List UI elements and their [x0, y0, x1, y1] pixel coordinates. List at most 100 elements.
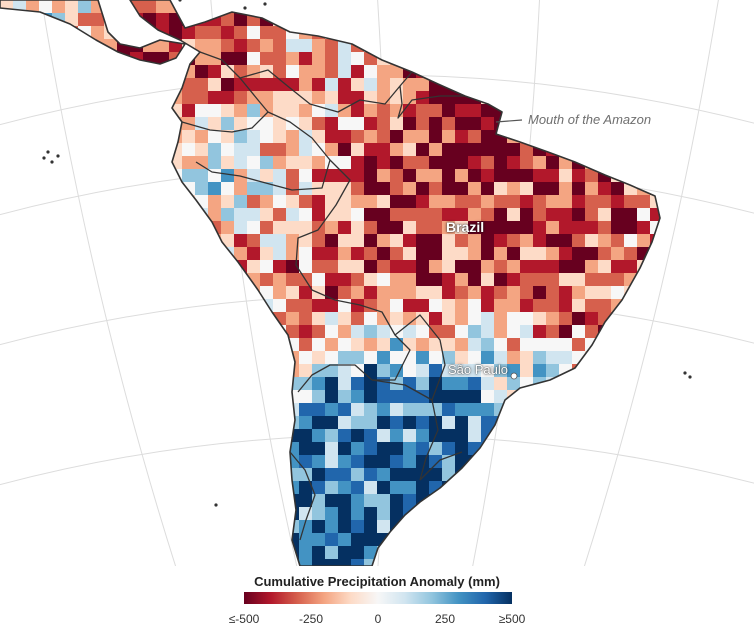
anomaly-cell — [338, 247, 352, 261]
anomaly-cell — [312, 403, 326, 417]
anomaly-cell — [442, 273, 456, 287]
anomaly-cell — [299, 455, 313, 469]
anomaly-cell — [481, 169, 495, 183]
anomaly-cell — [351, 468, 365, 482]
anomaly-cell — [390, 442, 404, 456]
anomaly-cell — [572, 234, 586, 248]
anomaly-cell — [598, 247, 612, 261]
anomaly-cell — [312, 455, 326, 469]
anomaly-cell — [91, 26, 105, 40]
anomaly-cell — [299, 78, 313, 92]
anomaly-cell — [494, 234, 508, 248]
anomaly-cell — [299, 390, 313, 404]
legend-colorbar — [244, 592, 512, 604]
anomaly-cell — [546, 351, 560, 365]
anomaly-cell — [455, 364, 469, 378]
anomaly-cell — [481, 195, 495, 209]
anomaly-cell — [468, 338, 482, 352]
anomaly-cell — [468, 156, 482, 170]
anomaly-cell — [208, 195, 222, 209]
country-border — [289, 451, 316, 541]
anomaly-cell — [416, 182, 430, 196]
anomaly-cell — [247, 104, 261, 118]
anomaly-cell — [377, 351, 391, 365]
anomaly-cell — [338, 104, 352, 118]
anomaly-cell — [481, 299, 495, 313]
anomaly-cell — [234, 39, 248, 53]
anomaly-cell — [234, 208, 248, 222]
anomaly-cell — [481, 403, 495, 417]
anomaly-cell — [468, 234, 482, 248]
anomaly-cell — [481, 325, 495, 339]
anomaly-cell — [338, 78, 352, 92]
anomaly-cell — [377, 78, 391, 92]
anomaly-cell — [403, 169, 417, 183]
anomaly-cell — [273, 195, 287, 209]
anomaly-cell — [429, 390, 443, 404]
anomaly-cell — [364, 182, 378, 196]
anomaly-cell — [364, 325, 378, 339]
anomaly-cell — [650, 221, 660, 235]
anomaly-cell — [208, 78, 222, 92]
anomaly-cell — [273, 208, 287, 222]
anomaly-cell — [234, 182, 248, 196]
anomaly-cell — [247, 247, 261, 261]
anomaly-cell — [364, 416, 378, 430]
anomaly-cell — [195, 169, 209, 183]
anomaly-cell — [611, 273, 625, 287]
anomaly-cell — [377, 273, 391, 287]
anomaly-cell — [286, 221, 300, 235]
anomaly-cell — [507, 143, 521, 157]
anomaly-cell — [351, 494, 365, 508]
anomaly-cell — [494, 299, 508, 313]
anomaly-cell — [325, 325, 339, 339]
anomaly-cell — [260, 169, 274, 183]
anomaly-cell — [325, 221, 339, 235]
anomaly-cell — [429, 442, 443, 456]
anomaly-cell — [312, 117, 326, 131]
anomaly-cell — [325, 403, 339, 417]
anomaly-cell — [390, 169, 404, 183]
anomaly-cell — [507, 351, 521, 365]
anomaly-cell — [442, 91, 456, 105]
anomaly-cell — [455, 156, 469, 170]
anomaly-cell — [481, 221, 495, 235]
anomaly-cell — [494, 286, 508, 300]
anomaly-cell — [403, 455, 417, 469]
anomaly-cell — [390, 403, 404, 417]
anomaly-cell — [416, 260, 430, 274]
anomaly-cell — [429, 273, 443, 287]
anomaly-cell — [299, 221, 313, 235]
anomaly-cell — [221, 117, 235, 131]
anomaly-cell — [286, 299, 300, 313]
anomaly-cell — [312, 273, 326, 287]
anomaly-cell — [455, 247, 469, 261]
anomaly-cell — [377, 481, 391, 495]
anomaly-cell — [507, 260, 521, 274]
anomaly-cell — [377, 455, 391, 469]
anomaly-cell — [429, 221, 443, 235]
anomaly-cell — [481, 156, 495, 170]
anomaly-cell — [468, 104, 482, 118]
anomaly-cell — [312, 208, 326, 222]
anomaly-cell — [195, 78, 209, 92]
anomaly-cell — [299, 39, 313, 53]
anomaly-cell — [559, 221, 573, 235]
anomaly-cell — [338, 312, 352, 326]
anomaly-cell — [299, 546, 313, 560]
anomaly-cell — [338, 520, 352, 534]
anomaly-cell — [156, 0, 170, 14]
anomaly-cell — [377, 364, 391, 378]
anomaly-cell — [468, 429, 482, 443]
anomaly-cell — [364, 104, 378, 118]
anomaly-cell — [559, 247, 573, 261]
anomaly-cell — [286, 312, 300, 326]
anomaly-cell — [442, 260, 456, 274]
anomaly-cell — [442, 377, 456, 391]
anomaly-cell — [390, 130, 404, 144]
anomaly-cell — [351, 247, 365, 261]
anomaly-cell — [364, 468, 378, 482]
anomaly-cell — [351, 377, 365, 391]
anomaly-cell — [481, 286, 495, 300]
anomaly-cell — [273, 130, 287, 144]
